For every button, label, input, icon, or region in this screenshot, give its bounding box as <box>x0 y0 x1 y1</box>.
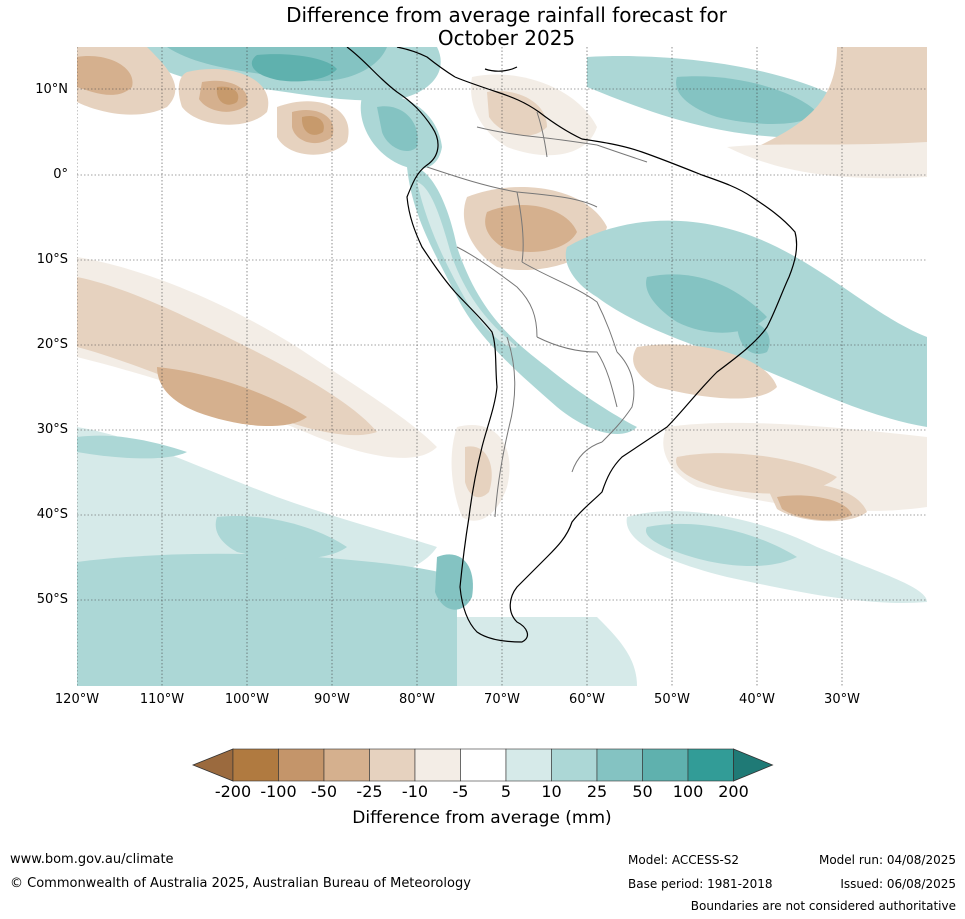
colorbar-tick-label: 5 <box>500 782 512 801</box>
colorbar-tick-label: -100 <box>260 782 297 801</box>
lat-label-10n: 10°N <box>35 82 68 97</box>
colorbar <box>192 748 774 782</box>
colorbar-bin <box>505 748 552 782</box>
colorbar-tick-label: 200 <box>718 782 749 801</box>
colorbar-bin <box>551 748 598 782</box>
colorbar-tick-label: 10 <box>541 782 562 801</box>
colorbar-bin <box>278 748 325 782</box>
colorbar-bin <box>232 748 279 782</box>
colorbar-tick-label: -5 <box>452 782 469 801</box>
colorbar-bin <box>369 748 416 782</box>
colorbar-bin <box>323 748 370 782</box>
colorbar-title: Difference from average (mm) <box>352 808 612 828</box>
colorbar-bin <box>596 748 643 782</box>
colorbar-tick-label: 25 <box>586 782 608 801</box>
colorbar-tick-label: 50 <box>632 782 653 801</box>
footer-website[interactable]: www.bom.gov.au/climate <box>10 852 174 867</box>
lon-label-70w: 70°W <box>484 692 520 707</box>
colorbar-extension-low <box>192 748 234 782</box>
lat-label-30s: 30°S <box>36 422 68 437</box>
lat-label-50s: 50°S <box>36 592 68 607</box>
country-borders <box>426 111 648 518</box>
lon-label-40w: 40°W <box>739 692 775 707</box>
footer-copyright: © Commonwealth of Australia 2025, Austra… <box>10 876 471 891</box>
lon-label-60w: 60°W <box>569 692 605 707</box>
colorbar-bin <box>460 748 507 782</box>
footer-model-run: Model run: 04/08/2025 <box>818 853 956 867</box>
footer-boundaries: Boundaries are not considered authoritat… <box>690 899 956 913</box>
lon-label-90w: 90°W <box>314 692 350 707</box>
chart-title: Difference from average rainfall forecas… <box>0 4 965 50</box>
colorbar-tick-label: -25 <box>356 782 383 801</box>
title-line-2: October 2025 <box>437 26 576 50</box>
title-line-1: Difference from average rainfall forecas… <box>286 3 727 27</box>
colorbar-tick-label: 100 <box>672 782 704 801</box>
anomaly-fields <box>77 47 927 686</box>
colorbar-tick-label: -200 <box>214 782 252 801</box>
rainfall-map <box>77 47 927 686</box>
lon-label-110w: 110°W <box>139 692 185 707</box>
lon-label-30w: 30°W <box>824 692 860 707</box>
lat-label-0: 0° <box>53 167 68 182</box>
colorbar-tick-label: -10 <box>401 782 429 801</box>
lat-label-10s: 10°S <box>36 252 68 267</box>
lon-label-50w: 50°W <box>654 692 690 707</box>
colorbar-bin <box>642 748 689 782</box>
colorbar-tick-label: -50 <box>310 782 338 801</box>
lat-label-20s: 20°S <box>36 337 68 352</box>
lon-label-80w: 80°W <box>399 692 435 707</box>
lat-label-40s: 40°S <box>36 507 68 522</box>
colorbar-extension-high <box>733 748 774 782</box>
lon-label-120w: 120°W <box>54 692 100 707</box>
gridlines <box>77 47 927 686</box>
colorbar-bin <box>414 748 461 782</box>
coastline <box>346 47 798 643</box>
footer-base-period: Base period: 1981-2018 <box>628 877 773 891</box>
footer-model: Model: ACCESS-S2 <box>628 853 740 867</box>
lon-label-100w: 100°W <box>224 692 270 707</box>
footer-issued: Issued: 06/08/2025 <box>840 877 956 891</box>
colorbar-bin <box>687 748 734 782</box>
